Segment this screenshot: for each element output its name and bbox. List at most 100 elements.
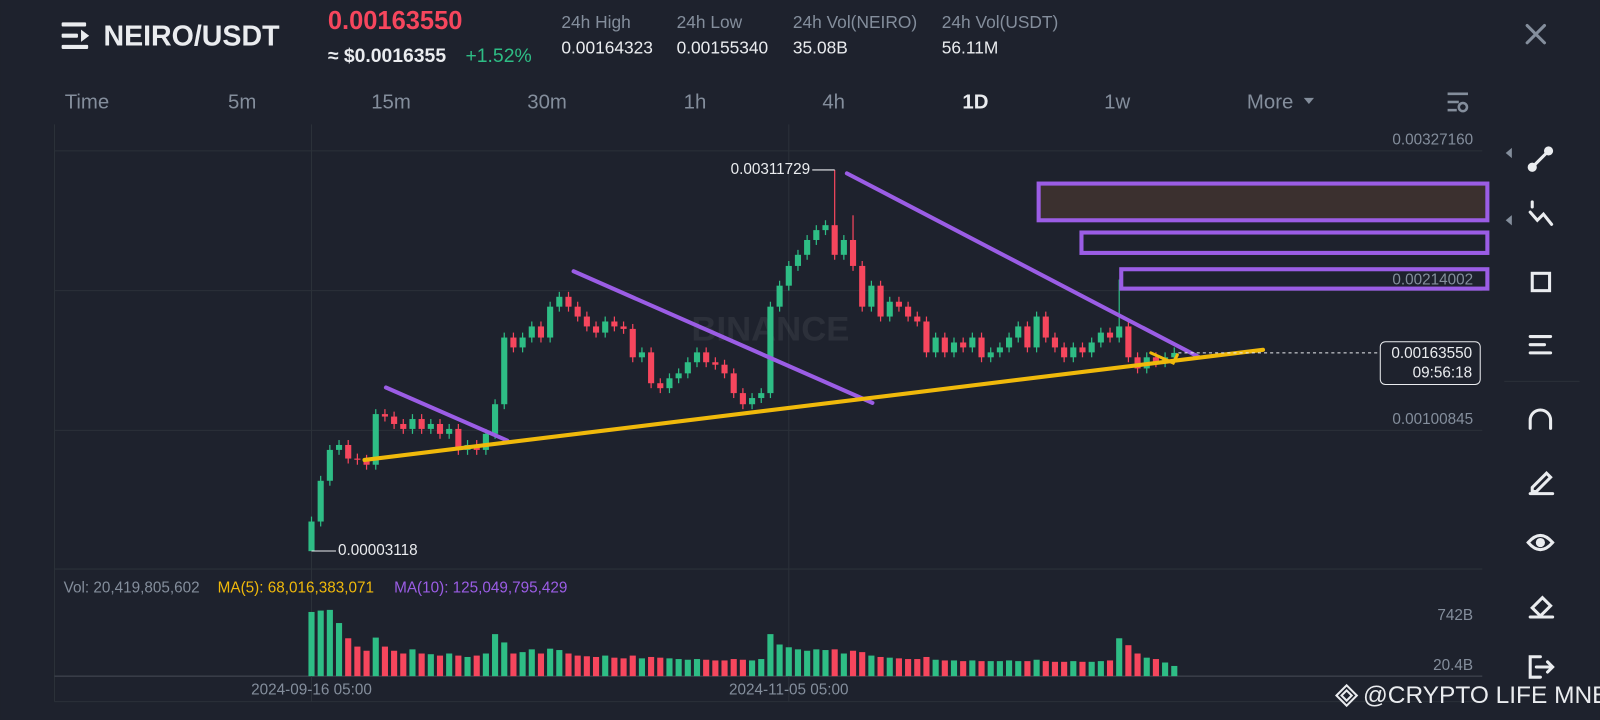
interval-tab[interactable]: More bbox=[1247, 91, 1293, 113]
drawing-toolbar bbox=[1504, 146, 1580, 679]
trend-line[interactable] bbox=[362, 347, 1266, 462]
volume-bar bbox=[436, 655, 444, 677]
candle-body bbox=[537, 326, 545, 338]
volume-bar bbox=[464, 656, 471, 677]
interval-tab[interactable]: 1w bbox=[1104, 91, 1130, 113]
zone-box[interactable] bbox=[1079, 230, 1490, 255]
candle-body bbox=[391, 416, 398, 424]
exit-tool[interactable] bbox=[1528, 655, 1555, 679]
volume-bar bbox=[620, 658, 627, 677]
candle-body bbox=[822, 225, 829, 231]
volume-bar bbox=[1006, 660, 1013, 677]
y-tick-label: 0.00327160 bbox=[1392, 132, 1473, 149]
volume-bar bbox=[1143, 657, 1150, 677]
visibility-tool[interactable] bbox=[1526, 533, 1555, 552]
trend-line[interactable] bbox=[383, 385, 510, 443]
volume-bar bbox=[547, 648, 554, 677]
candle-body bbox=[877, 285, 884, 317]
volume-bar bbox=[1033, 659, 1040, 677]
candle-body bbox=[969, 337, 976, 348]
trend-line[interactable] bbox=[844, 171, 1201, 359]
expand-arrow[interactable] bbox=[1505, 215, 1512, 226]
magnet-tool[interactable] bbox=[1528, 408, 1553, 430]
price-labels: 0.00311729 0.00003118 0.00163550 09:56:18 bbox=[311, 161, 1481, 559]
candle-body bbox=[721, 364, 728, 374]
interval-tab[interactable]: 4h bbox=[822, 91, 845, 113]
pair-name[interactable]: NEIRO/USDT bbox=[103, 20, 280, 52]
volume-bar bbox=[317, 610, 324, 677]
expand-arrow[interactable] bbox=[1505, 147, 1512, 159]
candle-body bbox=[813, 230, 820, 240]
candle-body bbox=[345, 444, 352, 459]
high-label: 0.00311729 bbox=[731, 161, 811, 178]
candle-body bbox=[703, 352, 710, 363]
candle-body bbox=[381, 414, 388, 417]
volume-bar bbox=[721, 660, 728, 677]
candle-body bbox=[758, 393, 765, 399]
candle-body bbox=[446, 428, 453, 434]
volume-bar bbox=[418, 653, 425, 677]
chart-settings-icon[interactable] bbox=[1447, 92, 1469, 113]
text-tool[interactable] bbox=[1528, 335, 1553, 355]
volume-tick-label: 20.4B bbox=[1433, 657, 1473, 674]
volume-bar bbox=[372, 637, 379, 677]
interval-tab[interactable]: 5m bbox=[228, 91, 256, 113]
interval-tab[interactable]: 1h bbox=[684, 91, 707, 113]
volume-bar bbox=[932, 659, 939, 677]
volume-bar bbox=[482, 653, 489, 677]
arrow-mark[interactable] bbox=[1149, 351, 1179, 366]
candle-body bbox=[1097, 332, 1104, 343]
fib-tool[interactable] bbox=[1528, 200, 1554, 226]
dropdown-arrow[interactable] bbox=[1303, 97, 1314, 105]
interval-tab[interactable]: Time bbox=[65, 91, 110, 113]
candle-body bbox=[675, 373, 682, 379]
volume-bar bbox=[923, 656, 930, 677]
volume-bar bbox=[400, 653, 407, 677]
candle-body bbox=[978, 337, 985, 358]
volume-bar bbox=[391, 650, 398, 677]
pen-tool[interactable] bbox=[1528, 471, 1555, 496]
candle-body bbox=[859, 265, 866, 307]
volume-bar bbox=[1051, 661, 1059, 677]
drawings[interactable] bbox=[362, 171, 1490, 462]
volume-bar bbox=[730, 659, 737, 677]
candle-body bbox=[794, 254, 802, 266]
candles bbox=[308, 169, 1178, 552]
close-button[interactable] bbox=[1525, 23, 1547, 45]
volume-bar bbox=[381, 646, 388, 677]
volume-ma10: MA(10): 125,049,795,429 bbox=[394, 579, 567, 596]
interval-tab[interactable]: 1D bbox=[962, 91, 988, 113]
trend-line[interactable] bbox=[571, 269, 875, 405]
volume-bar bbox=[638, 658, 645, 677]
volume-summary: Vol: 20,419,805,602 bbox=[64, 579, 200, 596]
volume-bar bbox=[556, 650, 563, 677]
volume-bar bbox=[528, 649, 535, 677]
candle-body bbox=[372, 414, 379, 465]
volume-bar bbox=[840, 653, 847, 677]
volume-bar bbox=[1116, 638, 1123, 677]
countdown-label: 09:56:18 bbox=[1413, 364, 1472, 381]
zone-box[interactable] bbox=[1036, 181, 1490, 223]
candle-body bbox=[987, 352, 994, 358]
candle-body bbox=[602, 321, 609, 333]
candle-body bbox=[638, 352, 645, 358]
volume-bar bbox=[427, 654, 434, 677]
interval-tabs: Time 5m 15m 30m 1h 4h 1D 1w More bbox=[65, 91, 1314, 113]
volume-bar bbox=[1088, 661, 1095, 677]
candle-body bbox=[1033, 316, 1040, 348]
eraser-tool[interactable] bbox=[1528, 595, 1555, 619]
candle-body bbox=[1106, 332, 1114, 338]
line-tool[interactable] bbox=[1527, 146, 1554, 172]
menu-icon[interactable] bbox=[61, 22, 90, 49]
zone-box[interactable] bbox=[1119, 267, 1490, 291]
y-tick-label: 0.00214002 bbox=[1392, 271, 1473, 288]
shape-tool[interactable] bbox=[1530, 271, 1552, 293]
volume-bar bbox=[1024, 661, 1031, 677]
candle-body bbox=[629, 328, 636, 358]
volume-bar bbox=[712, 660, 719, 677]
interval-tab[interactable]: 15m bbox=[371, 91, 411, 113]
interval-tab[interactable]: 30m bbox=[527, 91, 567, 113]
candle-body bbox=[436, 423, 444, 434]
volume-bar bbox=[767, 634, 774, 677]
volume-bar bbox=[950, 660, 958, 677]
